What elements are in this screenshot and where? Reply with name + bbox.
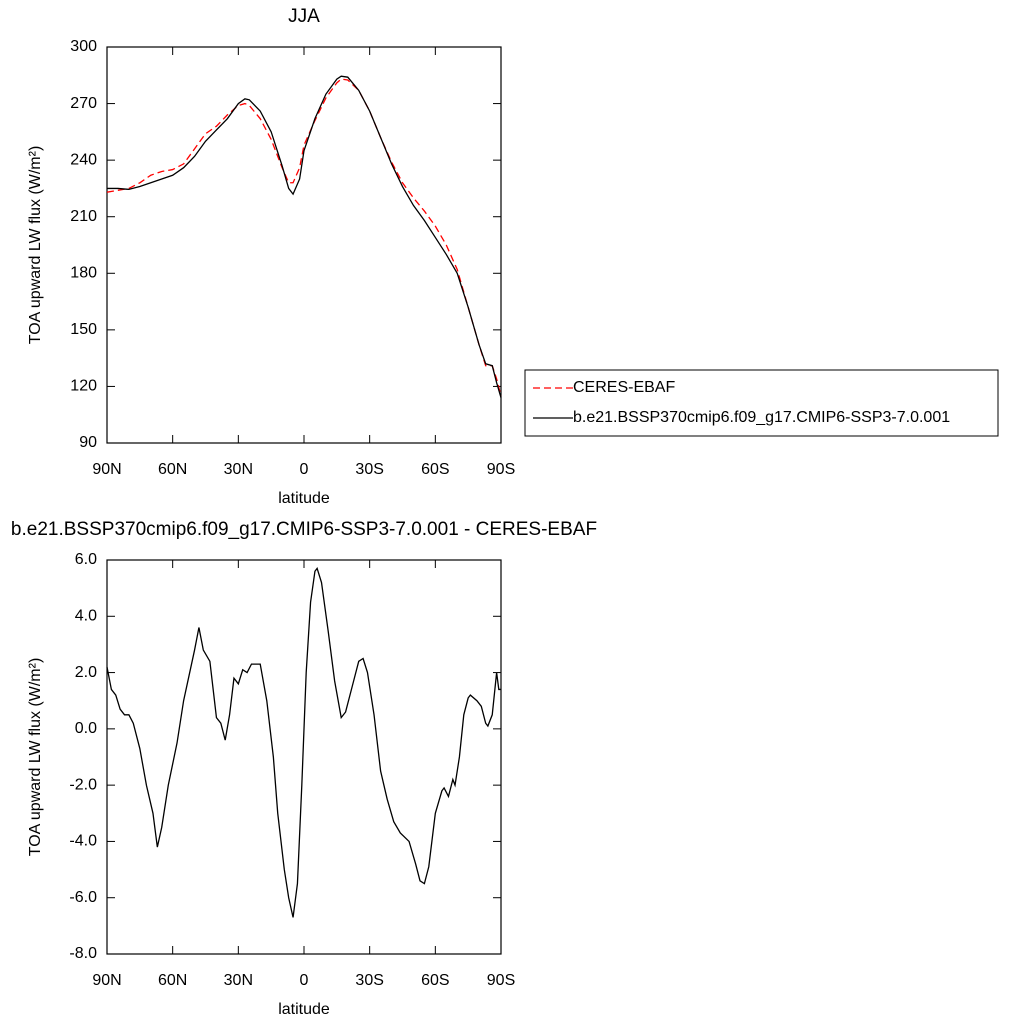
y-tick-label: 300 [70,38,97,55]
y-tick-label: 240 [70,151,97,168]
x-tick-label: 0 [300,461,309,478]
x-tick-label: 0 [300,972,309,989]
x-axis-label: latitude [278,1001,330,1018]
y-tick-label: 4.0 [75,608,97,625]
y-tick-label: 210 [70,208,97,225]
legend-box [524,369,999,437]
legend-label: CERES-EBAF [573,379,675,396]
x-tick-label: 30N [224,461,253,478]
y-tick-label: -2.0 [69,776,97,793]
chart-title: JJA [288,6,320,27]
y-tick-label: -6.0 [69,889,97,906]
y-tick-label: -8.0 [69,945,97,962]
x-axis-label: latitude [278,490,330,507]
x-tick-label: 90S [487,972,515,989]
y-tick-label: -4.0 [69,833,97,850]
y-tick-label: 120 [70,378,97,395]
y-tick-label: 270 [70,95,97,112]
data-line [107,75,502,398]
x-tick-label: 90N [92,972,121,989]
y-tick-label: 180 [70,265,97,282]
y-axis-label: TOA upward LW flux (W/m²) [27,146,44,345]
data-line [106,78,502,397]
y-tick-label: 6.0 [75,551,97,568]
y-axis-label: TOA upward LW flux (W/m²) [27,658,44,857]
data-line [106,567,501,918]
x-tick-label: 30N [224,972,253,989]
chart-title: b.e21.BSSP370cmip6.f09_g17.CMIP6-SSP3-7.… [11,519,597,540]
x-tick-label: 30S [355,461,383,478]
plot-frame [106,559,502,955]
x-tick-label: 60S [421,461,449,478]
x-tick-label: 90S [487,461,515,478]
y-tick-label: 0.0 [75,720,97,737]
y-tick-label: 90 [79,434,97,451]
x-tick-label: 60N [158,972,187,989]
x-tick-label: 90N [92,461,121,478]
y-tick-label: 150 [70,321,97,338]
x-tick-label: 60S [421,972,449,989]
x-tick-label: 30S [355,972,383,989]
y-tick-label: 2.0 [75,664,97,681]
plot-frame [106,46,502,444]
legend-label: b.e21.BSSP370cmip6.f09_g17.CMIP6-SSP3-7.… [573,409,950,426]
x-tick-label: 60N [158,461,187,478]
